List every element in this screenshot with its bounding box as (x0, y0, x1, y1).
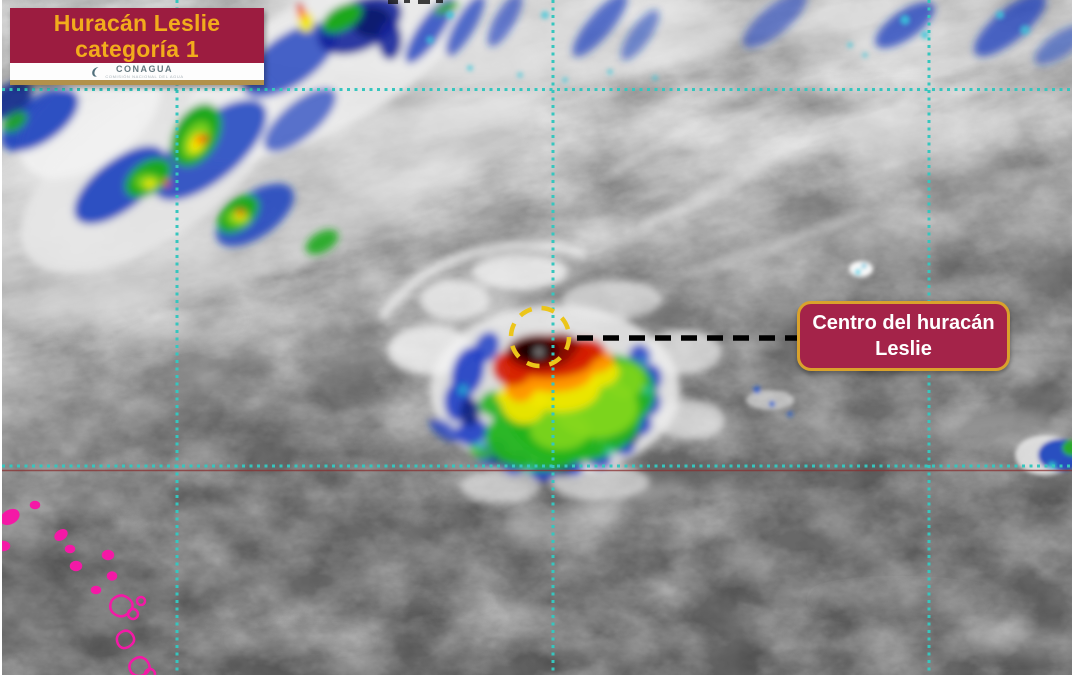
hurricane-leslie-convection (377, 241, 725, 503)
agency-name-block: CONAGUA COMISIÓN NACIONAL DEL AGUA (105, 63, 184, 79)
cirrus-streaks (602, 122, 868, 279)
title-banner: Huracán Leslie categoría 1 CONAGUA COMIS… (10, 8, 264, 85)
hurricane-center-marker (508, 305, 572, 369)
hurricane-center-callout: Centro del huracán Leslie (797, 301, 1010, 371)
agency-strip: CONAGUA COMISIÓN NACIONAL DEL AGUA (10, 63, 264, 85)
cropped-text-remnant (388, 0, 443, 4)
banner-title-line1: Huracán Leslie (53, 9, 221, 36)
isolated-cells-east (746, 261, 1072, 475)
island-outlines (2, 500, 157, 675)
cyan-specks (426, 11, 1030, 83)
callout-line2: Leslie (875, 338, 932, 360)
banner-title: Huracán Leslie categoría 1 (10, 8, 264, 63)
conagua-logo-icon (92, 66, 99, 77)
agency-subtitle: COMISIÓN NACIONAL DEL AGUA (105, 73, 184, 79)
banner-title-line2: categoría 1 (75, 35, 199, 62)
agency-name: CONAGUA (116, 63, 173, 74)
callout-line1: Centro del huracán (812, 312, 995, 334)
